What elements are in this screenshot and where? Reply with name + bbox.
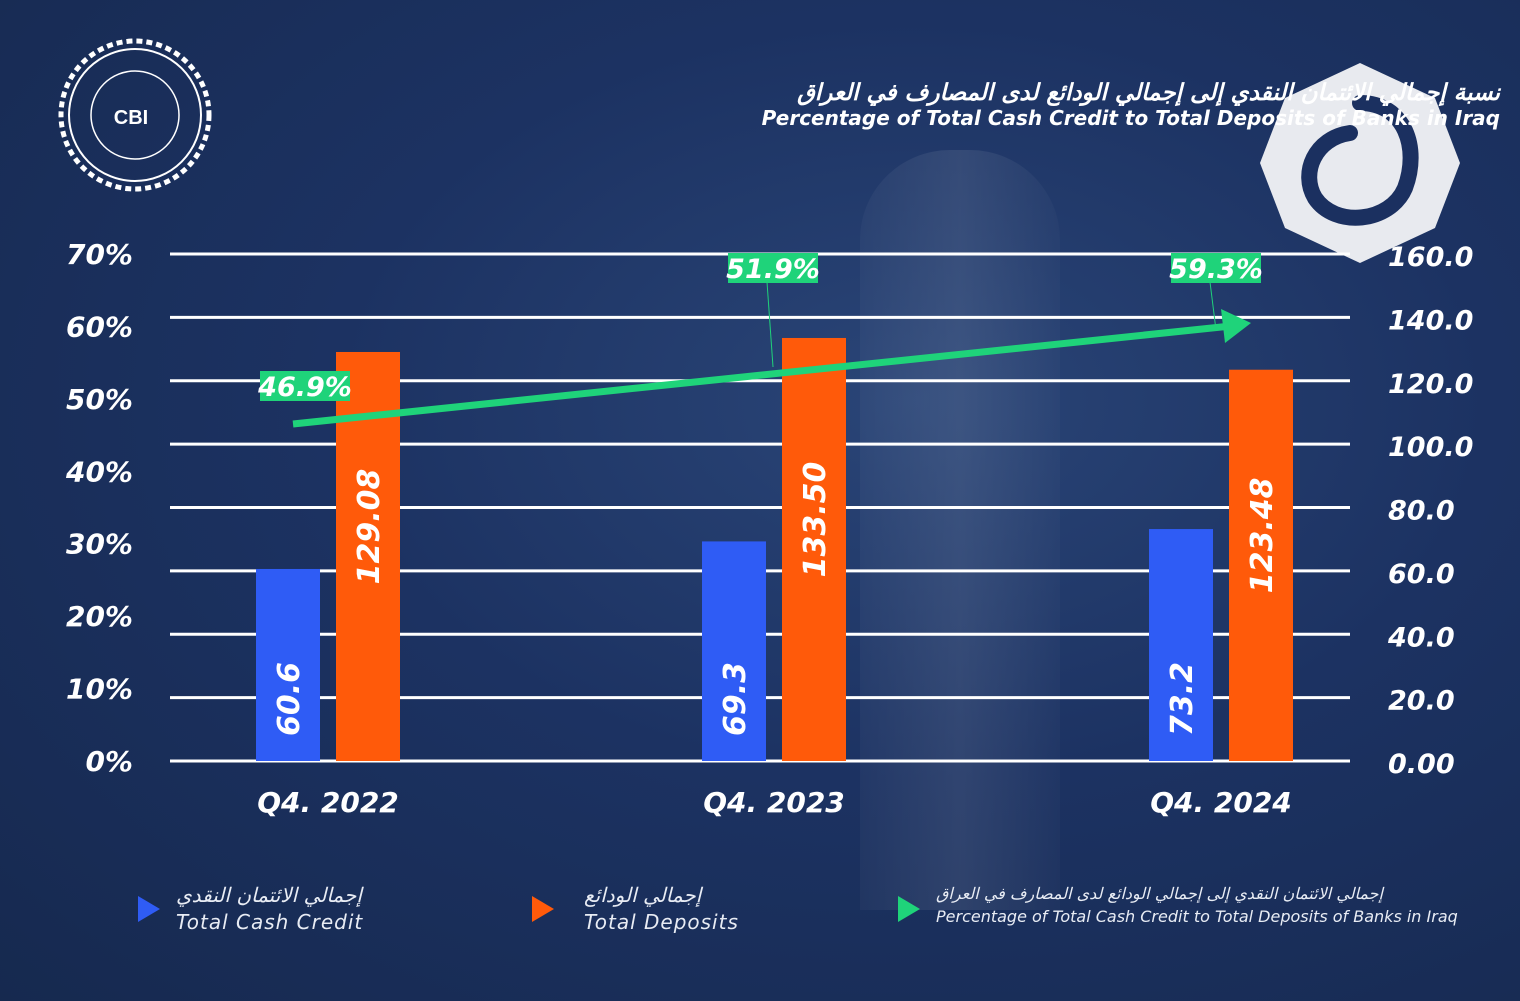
left-tick-label: 10%: [66, 673, 133, 706]
legend-item-deposits: إجمالي الودائع Total Deposits: [532, 882, 832, 936]
bar-data-label: 60.6: [272, 662, 307, 736]
left-tick-label: 40%: [65, 455, 133, 488]
bar-cash-credit: [702, 541, 766, 761]
right-tick-label: 80.0: [1388, 496, 1455, 527]
percent-data-label: 46.9%: [257, 372, 352, 403]
right-tick-label: 160.0: [1388, 242, 1473, 273]
left-tick-label: 60%: [66, 310, 133, 343]
right-tick-label: 120.0: [1388, 369, 1473, 400]
legend-label-english: Total Deposits: [584, 910, 739, 934]
bar-deposits: [782, 337, 846, 761]
watermark-logo: [1255, 58, 1465, 268]
bar-cash-credit: [1149, 529, 1213, 761]
bar-data-label: 73.2: [1165, 662, 1200, 736]
legend-item-cash-credit: إجمالي الائتمان النقدي Total Cash Credit: [138, 882, 438, 936]
svg-text:CBI: CBI: [114, 107, 148, 129]
left-tick-label: 30%: [66, 528, 133, 561]
legend-item-percentage: إجمالي الائتمان النقدي إلى إجمالي الودائ…: [898, 882, 1508, 928]
legend-label-arabic: إجمالي الائتمان النقدي: [176, 883, 362, 907]
bar-data-label: 133.50: [798, 462, 833, 578]
right-tick-label: 0.00: [1388, 749, 1455, 780]
bar-data-label: 69.3: [718, 662, 753, 736]
right-tick-label: 140.0: [1388, 305, 1473, 336]
legend-marker-icon: [898, 896, 920, 922]
legend-marker-icon: [532, 896, 554, 922]
x-tick-label: Q4. 2023: [703, 786, 845, 819]
trend-arrowhead-icon: [1221, 309, 1251, 343]
left-tick-label: 20%: [66, 600, 133, 633]
percent-label-box: [260, 371, 350, 401]
percent-leader-line: [1209, 281, 1217, 331]
bar-data-label: 129.08: [352, 469, 387, 585]
legend-label-arabic: إجمالي الودائع: [584, 883, 702, 907]
legend-label-english: Percentage of Total Cash Credit to Total…: [936, 907, 1458, 926]
legend-marker-icon: [138, 896, 160, 922]
bar-cash-credit: [256, 568, 320, 761]
background-tower: [860, 150, 1060, 910]
bar-deposits: [1229, 369, 1293, 761]
percent-label-box: [1171, 253, 1261, 283]
left-tick-label: 0%: [85, 745, 133, 778]
trend-arrow-line: [292, 322, 1232, 428]
chart-title: نسبة إجمالي الائتمان النقدي إلى إجمالي ا…: [640, 80, 1500, 130]
left-tick-label: 70%: [66, 238, 133, 271]
right-tick-label: 100.0: [1388, 432, 1473, 463]
title-arabic: نسبة إجمالي الائتمان النقدي إلى إجمالي ا…: [797, 80, 1500, 106]
percent-data-label: 51.9%: [726, 254, 820, 285]
right-tick-label: 20.0: [1388, 686, 1455, 717]
right-tick-label: 60.0: [1388, 559, 1455, 590]
x-tick-label: Q4. 2022: [257, 786, 399, 819]
legend-label-arabic: إجمالي الائتمان النقدي إلى إجمالي الودائ…: [936, 884, 1383, 903]
percent-leader-line: [766, 281, 774, 368]
title-english: Percentage of Total Cash Credit to Total…: [761, 106, 1500, 130]
right-tick-label: 40.0: [1387, 622, 1455, 653]
percent-data-label: 59.3%: [1169, 254, 1263, 285]
left-tick-label: 50%: [66, 383, 133, 416]
cbi-logo: CBI: [58, 38, 212, 192]
legend-label-english: Total Cash Credit: [176, 910, 364, 934]
x-tick-label: Q4. 2024: [1150, 786, 1292, 819]
bar-data-label: 123.48: [1245, 477, 1280, 593]
percent-label-box: [728, 253, 818, 283]
